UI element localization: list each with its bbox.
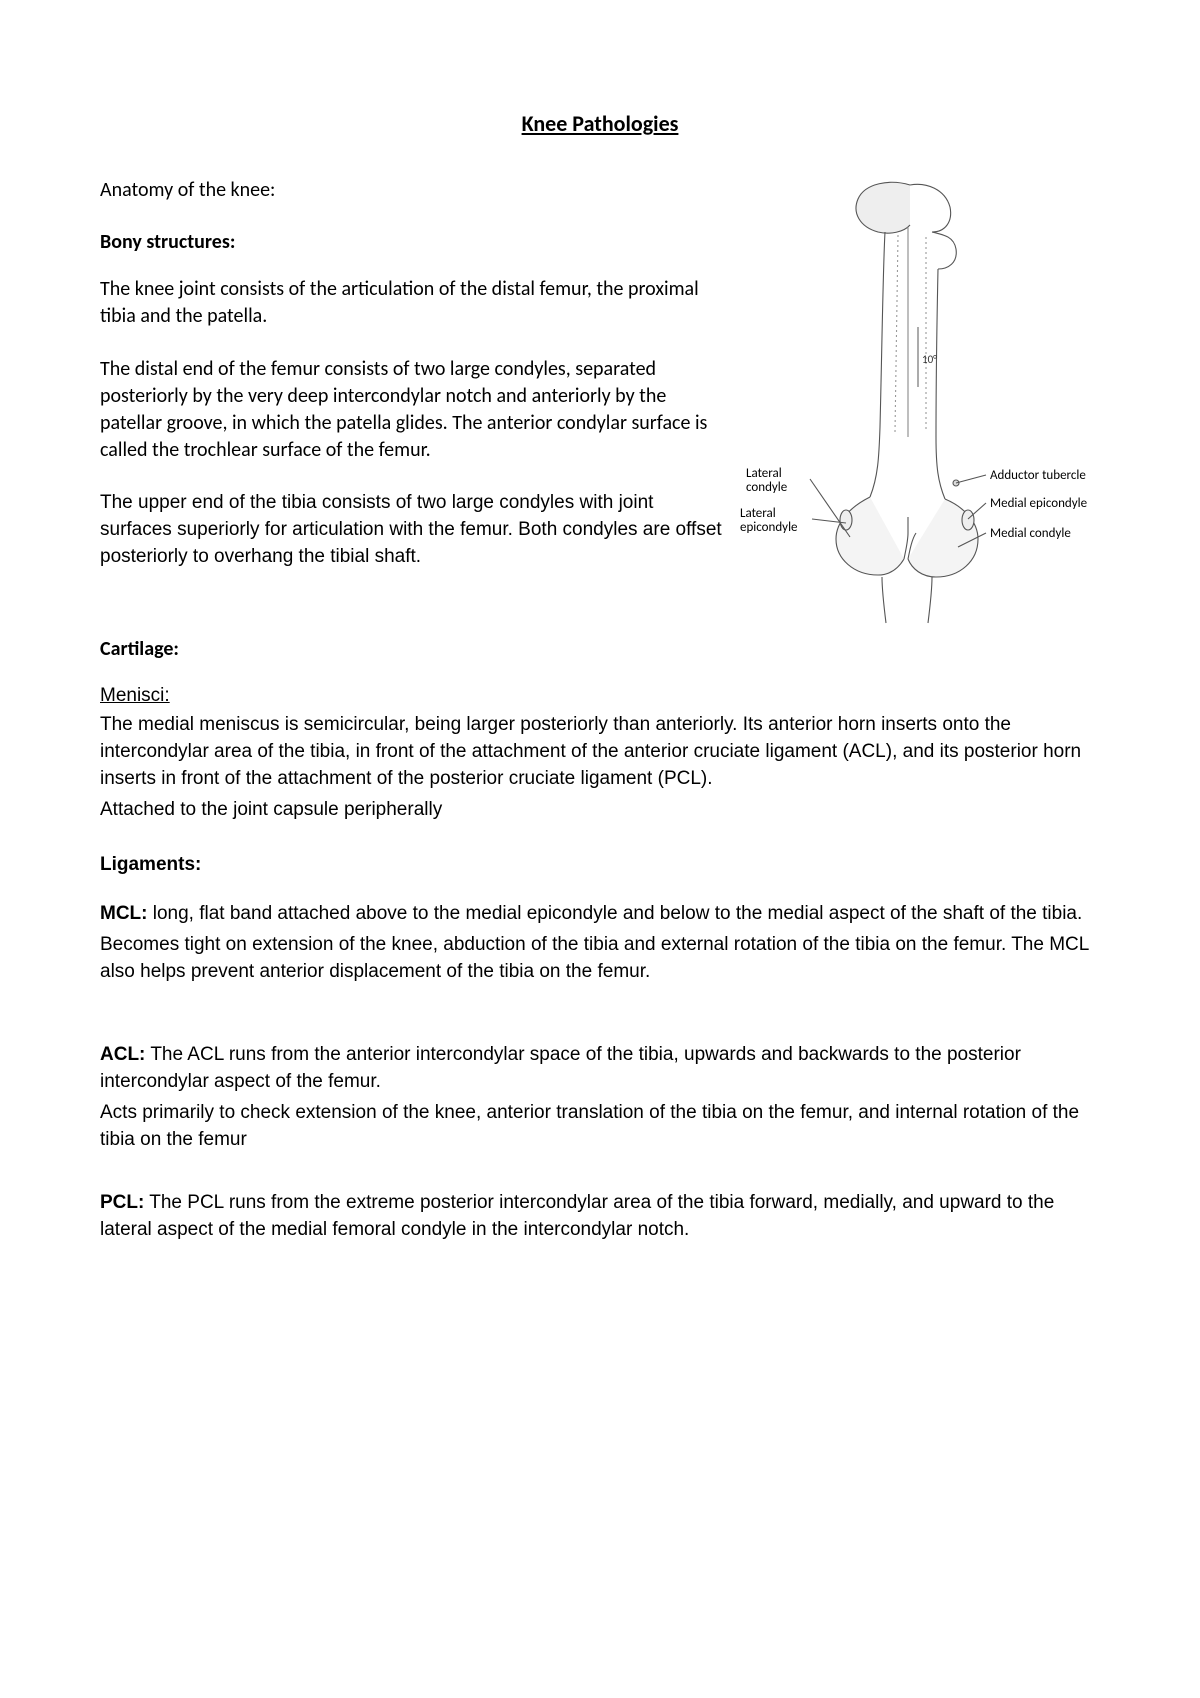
page-title: Knee Pathologies (100, 110, 1100, 137)
heading-cartilage: Cartilage: (100, 637, 1100, 661)
fig-label-lateral-condyle: Lateralcondyle (746, 467, 787, 496)
femur-svg: 10° (740, 177, 1100, 627)
subheading-menisci: Menisci: (100, 683, 1100, 710)
fig-label-adductor-tubercle: Adductor tubercle (990, 469, 1086, 483)
fig-label-lateral-epicondyle: Lateralepicondyle (740, 507, 798, 536)
mcl-label: MCL: (100, 903, 147, 924)
fig-label-medial-epicondyle: Medial epicondyle (990, 497, 1087, 511)
svg-text:10°: 10° (922, 353, 937, 366)
bony-p3: The upper end of the tibia consists of t… (100, 490, 722, 571)
pcl-label: PCL: (100, 1192, 144, 1213)
intro-row: Anatomy of the knee: Bony structures: Th… (100, 177, 1100, 627)
acl-p1: ACL: The ACL runs from the anterior inte… (100, 1042, 1100, 1096)
heading-bony: Bony structures: (100, 230, 722, 254)
bony-p1: The knee joint consists of the articulat… (100, 276, 722, 330)
heading-ligaments: Ligaments: (100, 852, 1100, 879)
acl-p2: Acts primarily to check extension of the… (100, 1100, 1100, 1154)
mcl-text1: long, flat band attached above to the me… (147, 903, 1082, 924)
fig-label-medial-condyle: Medial condyle (990, 527, 1071, 541)
pcl-p1: PCL: The PCL runs from the extreme poste… (100, 1190, 1100, 1244)
femur-figure: 10° (740, 177, 1100, 627)
mcl-p1: MCL: long, flat band attached above to t… (100, 901, 1100, 928)
intro-line: Anatomy of the knee: (100, 177, 722, 204)
pcl-text1: The PCL runs from the extreme posterior … (100, 1192, 1054, 1240)
acl-text1: The ACL runs from the anterior intercond… (100, 1044, 1021, 1092)
mcl-p2: Becomes tight on extension of the knee, … (100, 932, 1100, 986)
acl-label: ACL: (100, 1044, 145, 1065)
bony-p2: The distal end of the femur consists of … (100, 356, 722, 464)
cartilage-p1: The medial meniscus is semicircular, bei… (100, 712, 1100, 793)
intro-text-column: Anatomy of the knee: Bony structures: Th… (100, 177, 722, 597)
cartilage-p2: Attached to the joint capsule peripheral… (100, 797, 1100, 824)
